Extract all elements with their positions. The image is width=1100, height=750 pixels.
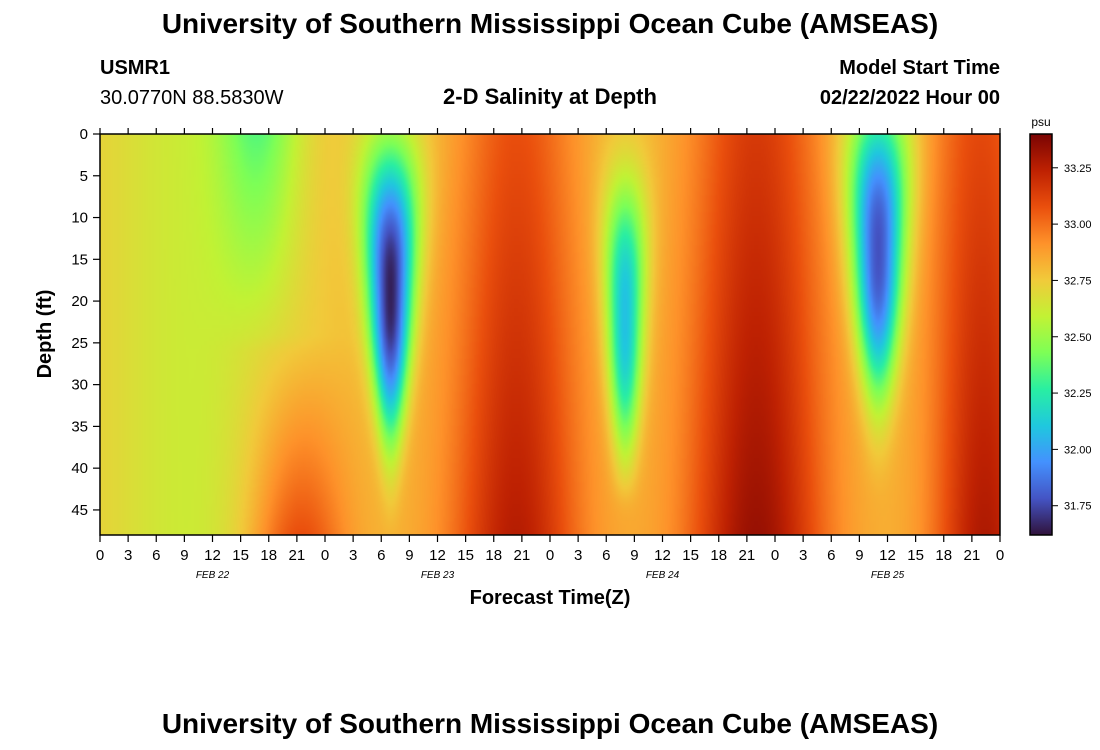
x-axis: 0 3 6 9 12 15 18 21 0 3 6 9 12 15 18 21 0 3 6 9 12 15 18 21 0 3 6 9… xyxy=(96,128,1004,581)
x-tick-label: 21 xyxy=(514,547,531,564)
x-tick-label: 3 xyxy=(799,547,807,564)
x-tick-label: 12 xyxy=(204,547,221,564)
date-label: FEB 24 xyxy=(646,570,680,581)
x-tick-label: 15 xyxy=(682,547,699,564)
x-tick-label: 9 xyxy=(630,547,638,564)
y-tick-label: 20 xyxy=(71,293,88,310)
x-tick-label: 18 xyxy=(485,547,502,564)
x-tick-label: 9 xyxy=(855,547,863,564)
x-tick-label: 9 xyxy=(405,547,413,564)
date-label: FEB 25 xyxy=(871,570,905,581)
y-tick-label: 10 xyxy=(71,210,88,227)
x-tick-label: 0 xyxy=(771,547,779,564)
y-tick-label: 40 xyxy=(71,460,88,477)
x-tick-label: 15 xyxy=(232,547,249,564)
colorbar-unit: psu xyxy=(1031,115,1050,129)
x-tick-label: 3 xyxy=(349,547,357,564)
x-tick-label: 12 xyxy=(654,547,671,564)
salinity-heatmap-cells xyxy=(100,134,1000,535)
y-tick-label: 15 xyxy=(71,251,88,268)
x-tick-label: 21 xyxy=(739,547,756,564)
y-tick-label: 0 xyxy=(80,126,88,143)
x-tick-label: 12 xyxy=(429,547,446,564)
x-tick-label: 12 xyxy=(879,547,896,564)
station-id: USMR1 xyxy=(100,57,171,79)
y-axis: 0 5 10 15 20 25 30 35 40 45 xyxy=(71,126,100,519)
x-tick-label: 0 xyxy=(321,547,329,564)
date-label: FEB 23 xyxy=(421,570,455,581)
x-tick-label: 6 xyxy=(152,547,160,564)
x-tick-label: 6 xyxy=(827,547,835,564)
colorbar-tick-label: 32.25 xyxy=(1064,388,1092,400)
colorbar-tick-label: 32.50 xyxy=(1064,332,1092,344)
colorbar-ticks: 33.25 33.00 32.75 32.50 32.25 32.00 31.75 xyxy=(1052,163,1092,513)
x-tick-label: 6 xyxy=(602,547,610,564)
x-tick-label: 21 xyxy=(964,547,981,564)
date-label: FEB 22 xyxy=(196,570,230,581)
model-start-value: 02/22/2022 Hour 00 xyxy=(819,87,1000,109)
colorbar-tick-label: 33.00 xyxy=(1064,219,1092,231)
colorbar-tick-label: 33.25 xyxy=(1064,163,1092,175)
y-tick-label: 45 xyxy=(71,502,88,519)
x-tick-label: 3 xyxy=(124,547,132,564)
x-tick-label: 18 xyxy=(260,547,277,564)
colorbar xyxy=(1029,133,1053,536)
footer-title: University of Southern Mississippi Ocean… xyxy=(161,708,939,739)
page-title: University of Southern Mississippi Ocean… xyxy=(161,8,939,39)
colorbar-tick-label: 32.00 xyxy=(1064,444,1092,456)
y-tick-label: 30 xyxy=(71,377,88,394)
x-tick-label: 21 xyxy=(289,547,306,564)
x-tick-label: 15 xyxy=(907,547,924,564)
station-coordinates: 30.0770N 88.5830W xyxy=(100,87,284,109)
x-tick-label: 18 xyxy=(935,547,952,564)
x-tick-label: 0 xyxy=(546,547,554,564)
y-tick-label: 25 xyxy=(71,335,88,352)
x-axis-label: Forecast Time(Z) xyxy=(470,587,631,609)
x-tick-label: 15 xyxy=(457,547,474,564)
x-tick-label: 6 xyxy=(377,547,385,564)
model-start-label: Model Start Time xyxy=(839,57,1000,79)
x-tick-label: 18 xyxy=(710,547,727,564)
x-tick-label: 0 xyxy=(996,547,1004,564)
chart-subtitle: 2-D Salinity at Depth xyxy=(443,84,657,109)
y-tick-label: 5 xyxy=(80,168,88,185)
x-tick-label: 9 xyxy=(180,547,188,564)
x-tick-label: 3 xyxy=(574,547,582,564)
colorbar-tick-label: 31.75 xyxy=(1064,501,1092,513)
colorbar-tick-label: 32.75 xyxy=(1064,275,1092,287)
y-tick-label: 35 xyxy=(71,418,88,435)
y-axis-label: Depth (ft) xyxy=(34,290,56,379)
x-tick-label: 0 xyxy=(96,547,104,564)
